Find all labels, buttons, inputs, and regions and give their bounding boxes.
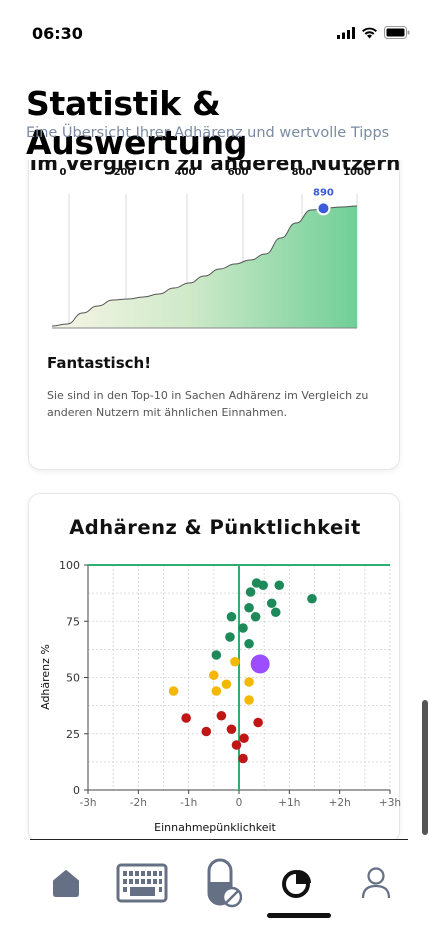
comparison-card-title: Im Vergleich zu anderen Nutzern bbox=[29, 160, 401, 175]
scatter-point bbox=[211, 650, 222, 660]
scatter-point bbox=[211, 686, 222, 696]
scatter-point bbox=[226, 724, 237, 735]
home-indicator bbox=[267, 913, 331, 918]
x-tick-label: 600 bbox=[228, 167, 249, 178]
scatter-point bbox=[231, 740, 242, 750]
scatter-point bbox=[230, 656, 240, 667]
x-tick-label: -1h bbox=[180, 797, 197, 809]
scatter-point bbox=[238, 623, 248, 633]
y-axis-label: Adhärenz % bbox=[39, 644, 52, 710]
stats-scroll-area[interactable]: Im Vergleich zu anderen Nutzern 0 200 400 6… bbox=[0, 160, 430, 840]
y-tick-label: 75 bbox=[66, 615, 80, 628]
scatter-point bbox=[209, 670, 219, 681]
scatter-point bbox=[274, 580, 285, 591]
status-time: 06:30 bbox=[32, 24, 83, 43]
tab-bar-divider bbox=[30, 839, 408, 840]
tab-home[interactable] bbox=[40, 858, 92, 908]
home-icon bbox=[53, 870, 79, 897]
scatter-point bbox=[244, 695, 254, 705]
tab-bar bbox=[0, 840, 430, 932]
x-tick-label: -3h bbox=[79, 797, 96, 809]
status-bar: 06:30 bbox=[0, 0, 430, 64]
scatter-point bbox=[250, 611, 261, 622]
scatter-card-title: Adhärenz & Pünktlichkeit bbox=[69, 516, 361, 539]
y-tick-label: 0 bbox=[73, 784, 80, 797]
x-tick-label: 1000 bbox=[343, 167, 371, 178]
page-subtitle: Eine Übersicht Ihrer Adhärenz und wertvo… bbox=[26, 125, 390, 141]
y-tick-label: 100 bbox=[59, 559, 80, 572]
comparison-headline: Fantastisch! bbox=[47, 354, 152, 372]
status-icons bbox=[337, 26, 410, 39]
pill-icon bbox=[207, 858, 242, 908]
battery-icon bbox=[384, 26, 410, 39]
scatter-point bbox=[253, 717, 263, 728]
x-tick-label: +1h bbox=[278, 797, 300, 809]
calendar-icon bbox=[116, 863, 168, 903]
y-tick-label: 50 bbox=[66, 672, 80, 685]
scatter-point bbox=[238, 753, 248, 764]
scatter-point bbox=[307, 593, 317, 604]
x-tick-label: -2h bbox=[130, 797, 147, 809]
scatter-point bbox=[201, 726, 212, 737]
comparison-description: Sie sind in den Top-10 in Sachen Adhären… bbox=[47, 389, 369, 419]
scatter-point bbox=[258, 580, 268, 591]
scatter-point bbox=[226, 611, 237, 622]
marker-point bbox=[318, 203, 329, 214]
tab-profile[interactable] bbox=[350, 858, 402, 908]
y-tick-label: 25 bbox=[66, 728, 80, 741]
scatter-point bbox=[270, 607, 281, 618]
scatter-point bbox=[168, 686, 179, 696]
marker-label: 890 bbox=[313, 187, 334, 198]
highlight-point bbox=[250, 654, 270, 674]
scatter-point bbox=[244, 677, 254, 687]
x-tick-label: +2h bbox=[329, 797, 351, 809]
tab-medication[interactable] bbox=[196, 858, 248, 908]
scatter-point bbox=[216, 710, 227, 721]
scatter-point bbox=[244, 638, 254, 649]
tab-medication-plan[interactable] bbox=[116, 858, 168, 908]
scrollbar[interactable] bbox=[422, 700, 428, 835]
area-line bbox=[51, 205, 358, 327]
scatter-point bbox=[244, 602, 254, 613]
x-tick-label: 800 bbox=[292, 167, 313, 178]
adherence-scatter-chart: -3h -2h -1h 0 +1h +2h +3h 0 25 50 75 100 Einnahmepün… bbox=[39, 559, 401, 834]
scatter-point bbox=[181, 713, 191, 723]
x-tick-label: 0 bbox=[236, 797, 243, 809]
pie-chart-icon bbox=[282, 870, 311, 898]
scatter-card: Adhärenz & Pünktlichkeit -3h -2h -1h 0 +1h +2… bbox=[28, 493, 401, 840]
x-axis-label: Einnahmepünklichkeit bbox=[154, 821, 276, 834]
scatter-point bbox=[221, 679, 232, 690]
wifi-icon bbox=[362, 27, 377, 38]
page-title: Statistik & Auswertung bbox=[26, 84, 248, 162]
x-tick-label: +3h bbox=[379, 797, 401, 809]
person-icon bbox=[361, 867, 391, 899]
x-tick-label: 0 bbox=[60, 167, 67, 178]
scatter-point bbox=[245, 587, 256, 597]
tab-statistics[interactable] bbox=[272, 858, 324, 908]
x-tick-label: 200 bbox=[114, 167, 135, 178]
comparison-card: Im Vergleich zu anderen Nutzern 0 200 400 6… bbox=[28, 160, 400, 470]
x-tick-label: 400 bbox=[175, 167, 196, 178]
scatter-point bbox=[239, 733, 249, 744]
signal-icon bbox=[337, 26, 355, 39]
area-fill bbox=[52, 206, 357, 328]
comparison-area-chart: 0 200 400 600 800 1000 890 bbox=[51, 167, 371, 329]
scatter-point bbox=[266, 598, 277, 609]
scatter-point bbox=[225, 632, 235, 642]
